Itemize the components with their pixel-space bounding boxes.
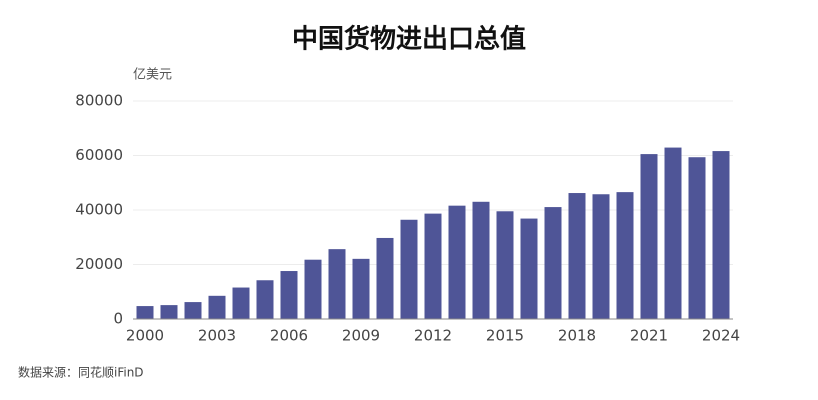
source-note: 数据来源：同花顺iFinD xyxy=(18,365,144,380)
bar xyxy=(352,258,370,319)
y-tick-label: 0 xyxy=(113,310,123,328)
x-tick-label: 2024 xyxy=(702,327,740,345)
bar xyxy=(640,154,658,319)
x-tick-label: 2015 xyxy=(486,327,524,345)
bar xyxy=(400,219,418,319)
y-tick-label: 60000 xyxy=(75,146,123,164)
bar xyxy=(232,287,250,319)
bar xyxy=(328,249,346,319)
x-tick-label: 2012 xyxy=(414,327,452,345)
x-tick-label: 2003 xyxy=(198,327,236,345)
bar xyxy=(376,237,394,319)
bar xyxy=(712,151,730,319)
bar xyxy=(208,295,226,319)
y-tick-label: 80000 xyxy=(75,92,123,110)
bar xyxy=(544,207,562,319)
y-tick-label: 40000 xyxy=(75,201,123,219)
bar xyxy=(280,271,298,319)
x-tick-label: 2009 xyxy=(342,327,380,345)
bar xyxy=(160,305,178,319)
bar xyxy=(424,213,442,319)
y-tick-label: 20000 xyxy=(75,255,123,273)
bar xyxy=(448,205,466,319)
chart-title: 中国货物进出口总值 xyxy=(292,24,526,55)
bar xyxy=(616,192,634,319)
bar xyxy=(664,147,682,319)
bar xyxy=(256,280,274,319)
bar xyxy=(184,302,202,319)
x-tick-label: 2000 xyxy=(126,327,164,345)
bar xyxy=(472,201,490,319)
bar xyxy=(592,194,610,319)
x-tick-label: 2006 xyxy=(270,327,308,345)
y-axis-label: 亿美元 xyxy=(133,68,172,83)
bar xyxy=(688,157,706,319)
bar xyxy=(520,218,538,319)
x-tick-label: 2018 xyxy=(558,327,596,345)
bar xyxy=(136,306,154,319)
bar xyxy=(568,193,586,319)
bar xyxy=(496,211,514,319)
bar xyxy=(304,259,322,319)
x-tick-label: 2021 xyxy=(630,327,668,345)
